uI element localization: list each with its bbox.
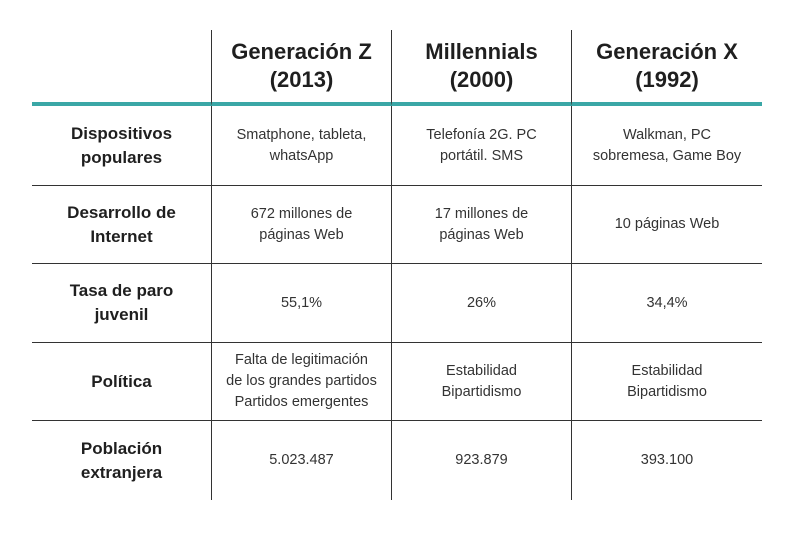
row-label: Política bbox=[91, 371, 152, 391]
row-label-cell: Política bbox=[32, 343, 212, 421]
cell-value: 10 páginas Web bbox=[614, 216, 720, 232]
cell-value: 672 millones de páginas Web bbox=[250, 205, 353, 243]
table-cell: 26% bbox=[392, 264, 572, 343]
header-label: Millennials (2000) bbox=[425, 39, 538, 92]
cell-value: Walkman, PC sobremesa, Game Boy bbox=[592, 126, 742, 164]
row-label: Dispositivos populares bbox=[70, 123, 173, 167]
table-cell: Estabilidad Bipartidismo bbox=[572, 343, 762, 421]
row-label: Tasa de paro juvenil bbox=[69, 281, 174, 324]
table-cell: Walkman, PC sobremesa, Game Boy bbox=[572, 106, 762, 186]
table-cell: 34,4% bbox=[572, 264, 762, 343]
row-label: Población extranjera bbox=[80, 438, 163, 482]
header-label: Generación X (1992) bbox=[596, 39, 738, 92]
row-label-cell: Desarrollo de Internet bbox=[32, 186, 212, 264]
table-cell: 10 páginas Web bbox=[572, 186, 762, 264]
cell-value: 17 millones de páginas Web bbox=[434, 205, 529, 243]
cell-value: 923.879 bbox=[455, 452, 508, 468]
cell-value: 34,4% bbox=[646, 294, 688, 311]
cell-value: Falta de legitimación de los grandes par… bbox=[226, 352, 377, 410]
header-empty-cell bbox=[32, 30, 212, 106]
table-cell: Estabilidad Bipartidismo bbox=[392, 343, 572, 421]
table-cell: 672 millones de páginas Web bbox=[212, 186, 392, 264]
cell-value: Smatphone, tableta, whatsApp bbox=[236, 126, 367, 164]
table-cell: 5.023.487 bbox=[212, 421, 392, 500]
cell-value: 393.100 bbox=[640, 452, 694, 468]
header-label: Generación Z (2013) bbox=[231, 39, 372, 92]
table-cell: 393.100 bbox=[572, 421, 762, 500]
header-cell-generacion-z: Generación Z (2013) bbox=[212, 30, 392, 106]
cell-value: Estabilidad Bipartidismo bbox=[441, 362, 522, 400]
cell-value: 5.023.487 bbox=[269, 452, 334, 468]
row-label-cell: Población extranjera bbox=[32, 421, 212, 500]
header-cell-millennials: Millennials (2000) bbox=[392, 30, 572, 106]
cell-value: Estabilidad Bipartidismo bbox=[627, 362, 707, 400]
table-cell: Smatphone, tableta, whatsApp bbox=[212, 106, 392, 186]
table-cell: 17 millones de páginas Web bbox=[392, 186, 572, 264]
row-label-cell: Dispositivos populares bbox=[32, 106, 212, 186]
row-label: Desarrollo de Internet bbox=[67, 202, 176, 246]
table-cell: Falta de legitimación de los grandes par… bbox=[212, 343, 392, 421]
header-cell-generacion-x: Generación X (1992) bbox=[572, 30, 762, 106]
row-label-cell: Tasa de paro juvenil bbox=[32, 264, 212, 343]
cell-value: Telefonía 2G. PC portátil. SMS bbox=[426, 126, 537, 164]
table-cell: Telefonía 2G. PC portátil. SMS bbox=[392, 106, 572, 186]
cell-value: 26% bbox=[466, 294, 497, 311]
cell-value: 55,1% bbox=[280, 294, 323, 311]
generations-table: Generación Z (2013) Millennials (2000) G… bbox=[32, 30, 762, 500]
table-cell: 923.879 bbox=[392, 421, 572, 500]
table-cell: 55,1% bbox=[212, 264, 392, 343]
